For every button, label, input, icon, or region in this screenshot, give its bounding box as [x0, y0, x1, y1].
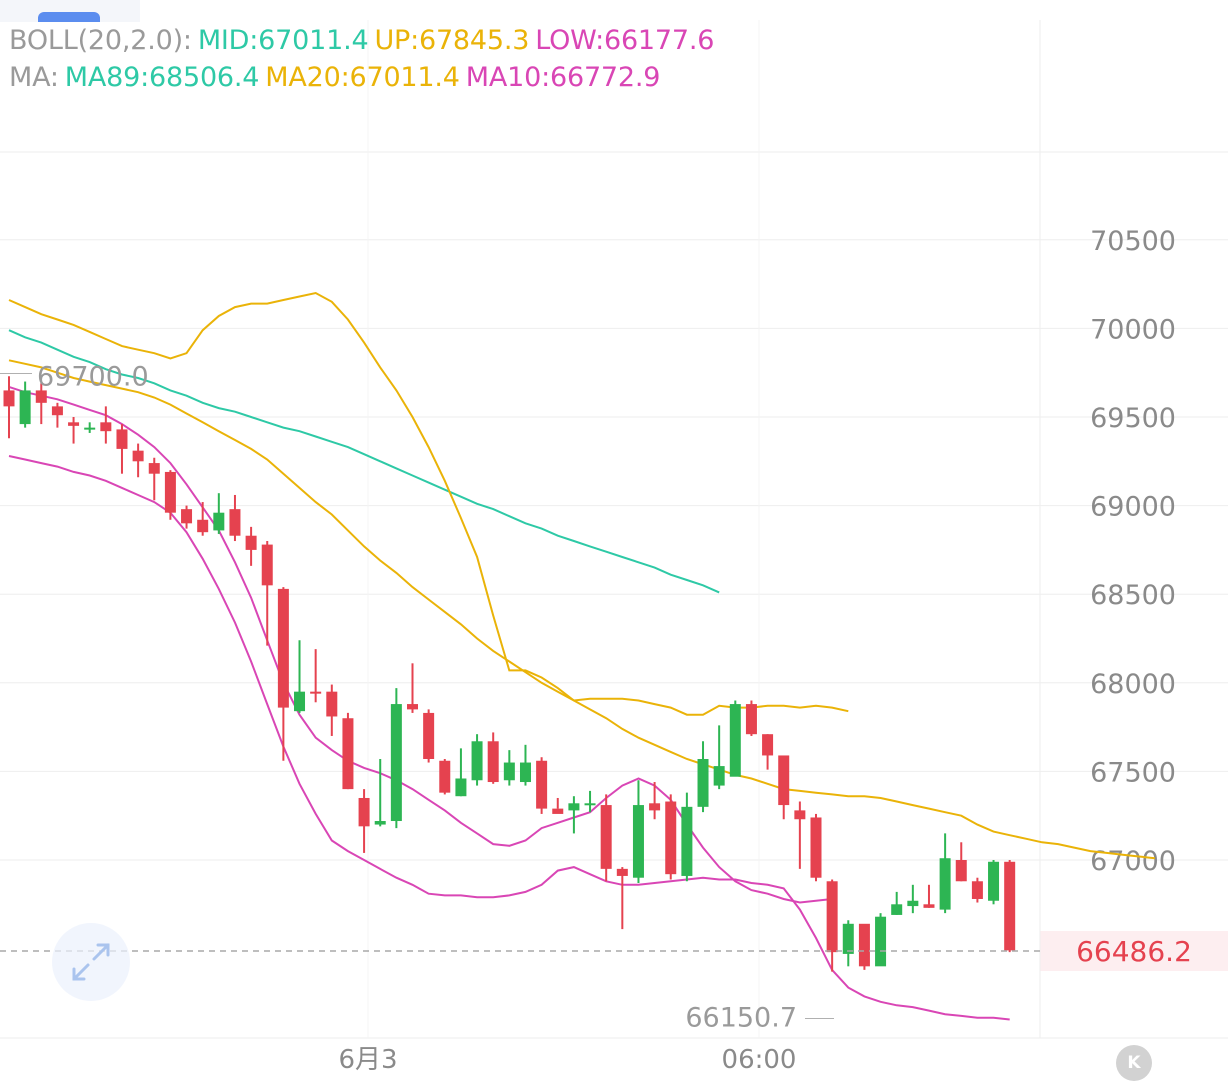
active-tab-indicator[interactable] [38, 12, 100, 22]
candle-body [858, 923, 870, 967]
fullscreen-button[interactable] [52, 923, 130, 1001]
y-tick-label: 70500 [1090, 226, 1176, 257]
candle-body [810, 817, 822, 878]
candle-body [616, 868, 628, 876]
candle-body [632, 805, 644, 878]
y-tick-label: 67500 [1090, 757, 1176, 788]
boll-up-line [8, 291, 849, 716]
candle-body [536, 760, 548, 809]
ma-legend: MA: MA89:68506.4 MA20:67011.4 MA10:66772.9 [9, 62, 666, 93]
candle-body [600, 805, 612, 869]
candle-body [971, 881, 983, 899]
last-price-label: 66486.2 [1076, 935, 1192, 968]
boll-legend: BOLL(20,2.0): MID:67011.4 UP:67845.3 LOW:66… [9, 25, 720, 56]
candle-body [294, 691, 306, 712]
candle-body [358, 797, 370, 827]
candle-body [665, 801, 677, 875]
boll-label: BOLL(20,2.0): [9, 25, 192, 56]
ma89-value: MA89:68506.4 [64, 62, 260, 93]
candle-body [423, 712, 435, 759]
candle-body [261, 544, 273, 586]
candle-body [3, 390, 15, 407]
candle-body [842, 923, 854, 954]
candle-body [584, 803, 596, 806]
candle-body [229, 509, 241, 536]
candle-body [778, 755, 790, 806]
candle-body [213, 512, 225, 531]
candle-body [519, 762, 531, 783]
candle-body [649, 803, 661, 811]
k-letter-icon[interactable]: K [1116, 1045, 1152, 1081]
y-tick-label: 68000 [1090, 669, 1176, 700]
candle-body [326, 691, 338, 717]
boll-mid-value: MID:67011.4 [197, 25, 369, 56]
boll-low-value: LOW:66177.6 [535, 25, 715, 56]
candle-body [794, 810, 806, 820]
ma-label: MA: [9, 62, 59, 93]
candle-body [132, 450, 144, 462]
ma20-value: MA20:67011.4 [265, 62, 460, 93]
candle-body [181, 509, 193, 524]
y-tick-label: 69500 [1090, 403, 1176, 434]
candle-body [729, 704, 741, 777]
candle-body [148, 463, 160, 474]
candle-body [697, 758, 709, 807]
candle-body [342, 718, 354, 790]
candle-body [762, 734, 774, 756]
candle-body [84, 427, 96, 430]
x-tick-label: 06:00 [722, 1045, 797, 1075]
candle-body [116, 429, 128, 449]
y-tick-label: 69000 [1090, 492, 1176, 523]
candle-body [955, 860, 967, 882]
candle-body [390, 704, 402, 822]
y-tick-label: 70000 [1090, 314, 1176, 345]
last-price-tag-bg [1040, 931, 1228, 971]
candle-body [310, 691, 322, 694]
ma10-line [8, 385, 833, 904]
candle-body [503, 762, 515, 781]
candle-body [568, 803, 580, 811]
ma89-line [8, 329, 720, 594]
candle-body [245, 535, 257, 550]
candle-body [407, 704, 418, 710]
candle-body [100, 422, 112, 432]
candle-body [374, 821, 386, 825]
candle-body [1004, 861, 1016, 951]
candle-body [939, 858, 951, 910]
candle-body [875, 916, 887, 967]
low-label: 66150.7 [685, 1002, 797, 1033]
candle-body [487, 741, 499, 783]
candle-body [68, 422, 80, 426]
candle-body [713, 766, 725, 786]
candle-body [471, 741, 483, 781]
x-tick-label: 6月3 [338, 1045, 397, 1075]
candle-body [164, 471, 176, 513]
candle-body [923, 904, 935, 908]
candle-body [19, 390, 31, 425]
candle-body [455, 778, 467, 797]
high-label: 69700.0 [37, 362, 149, 393]
candle-body [35, 390, 47, 403]
candle-body [197, 519, 209, 533]
candle-body [51, 406, 63, 416]
boll-up-value: UP:67845.3 [374, 25, 530, 56]
y-tick-label: 67000 [1090, 846, 1176, 877]
candle-body [439, 760, 451, 793]
candle-body [907, 900, 919, 907]
candle-body [681, 806, 693, 876]
y-tick-label: 68500 [1090, 580, 1176, 611]
ma20-line [8, 359, 1156, 860]
candle-body [826, 881, 838, 953]
boll-low-line [8, 455, 1010, 1021]
candle-body [988, 861, 1000, 901]
expand-arrows-icon [72, 943, 110, 981]
candle-body [277, 588, 289, 708]
candle-body [745, 704, 757, 735]
candle-body [891, 904, 903, 915]
candle-body [552, 808, 564, 814]
top-tab-bar [0, 0, 140, 22]
ma10-value: MA10:66772.9 [465, 62, 661, 93]
